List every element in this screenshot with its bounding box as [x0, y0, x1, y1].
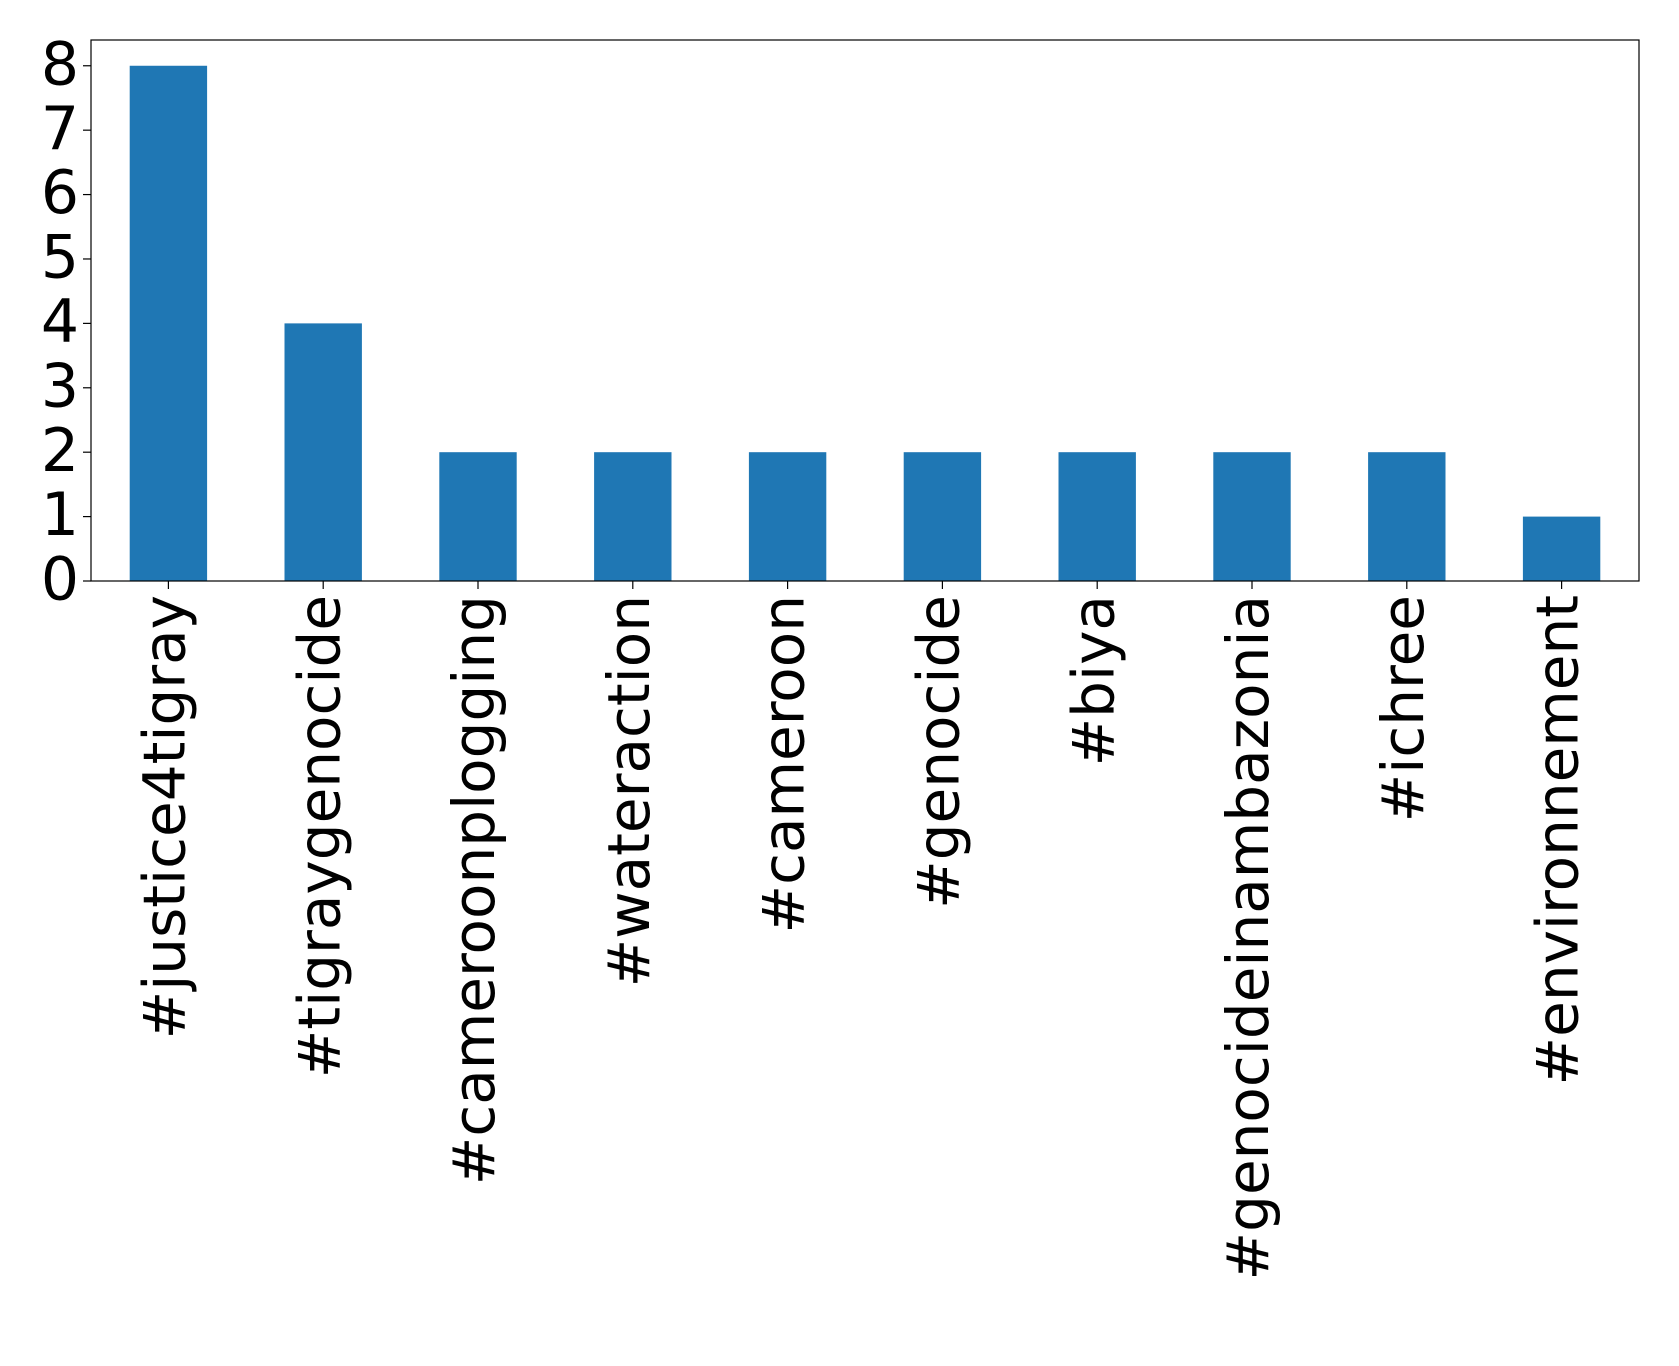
bar — [1058, 452, 1136, 581]
bar — [1213, 452, 1291, 581]
y-tick-label: 6 — [41, 158, 79, 228]
y-tick-label: 5 — [41, 223, 79, 293]
axes-frame — [90, 39, 1640, 582]
y-tick-label: 0 — [41, 545, 79, 615]
x-tick-label: #ichree — [1369, 595, 1437, 822]
y-tick-label: 2 — [41, 416, 79, 486]
y-tick-label: 8 — [41, 29, 79, 99]
bar — [439, 452, 517, 581]
bar — [903, 452, 982, 581]
x-tick-label: #wateraction — [595, 595, 663, 987]
bar — [1368, 452, 1446, 581]
x-tick-label: #justice4tigray — [131, 595, 199, 1039]
x-tick-label: #tigraygenocide — [285, 595, 353, 1078]
x-tick-label: #genocideinambazonia — [1214, 595, 1282, 1280]
x-tick-label: #biya — [1059, 595, 1127, 766]
bar — [284, 323, 362, 581]
y-tick-label: 4 — [41, 287, 79, 357]
x-tick-label: #cameroonplogging — [440, 595, 508, 1185]
bar — [748, 452, 827, 581]
x-tick-label: #genocide — [905, 595, 973, 909]
bar — [594, 452, 672, 581]
bar — [1522, 516, 1601, 581]
y-tick-label: 3 — [41, 351, 79, 421]
bar — [129, 65, 208, 581]
y-tick-label: 7 — [41, 94, 79, 164]
x-tick-label: #cameroon — [750, 595, 818, 934]
x-tick-label: #environnement — [1524, 595, 1592, 1085]
y-tick-label: 1 — [41, 480, 79, 550]
